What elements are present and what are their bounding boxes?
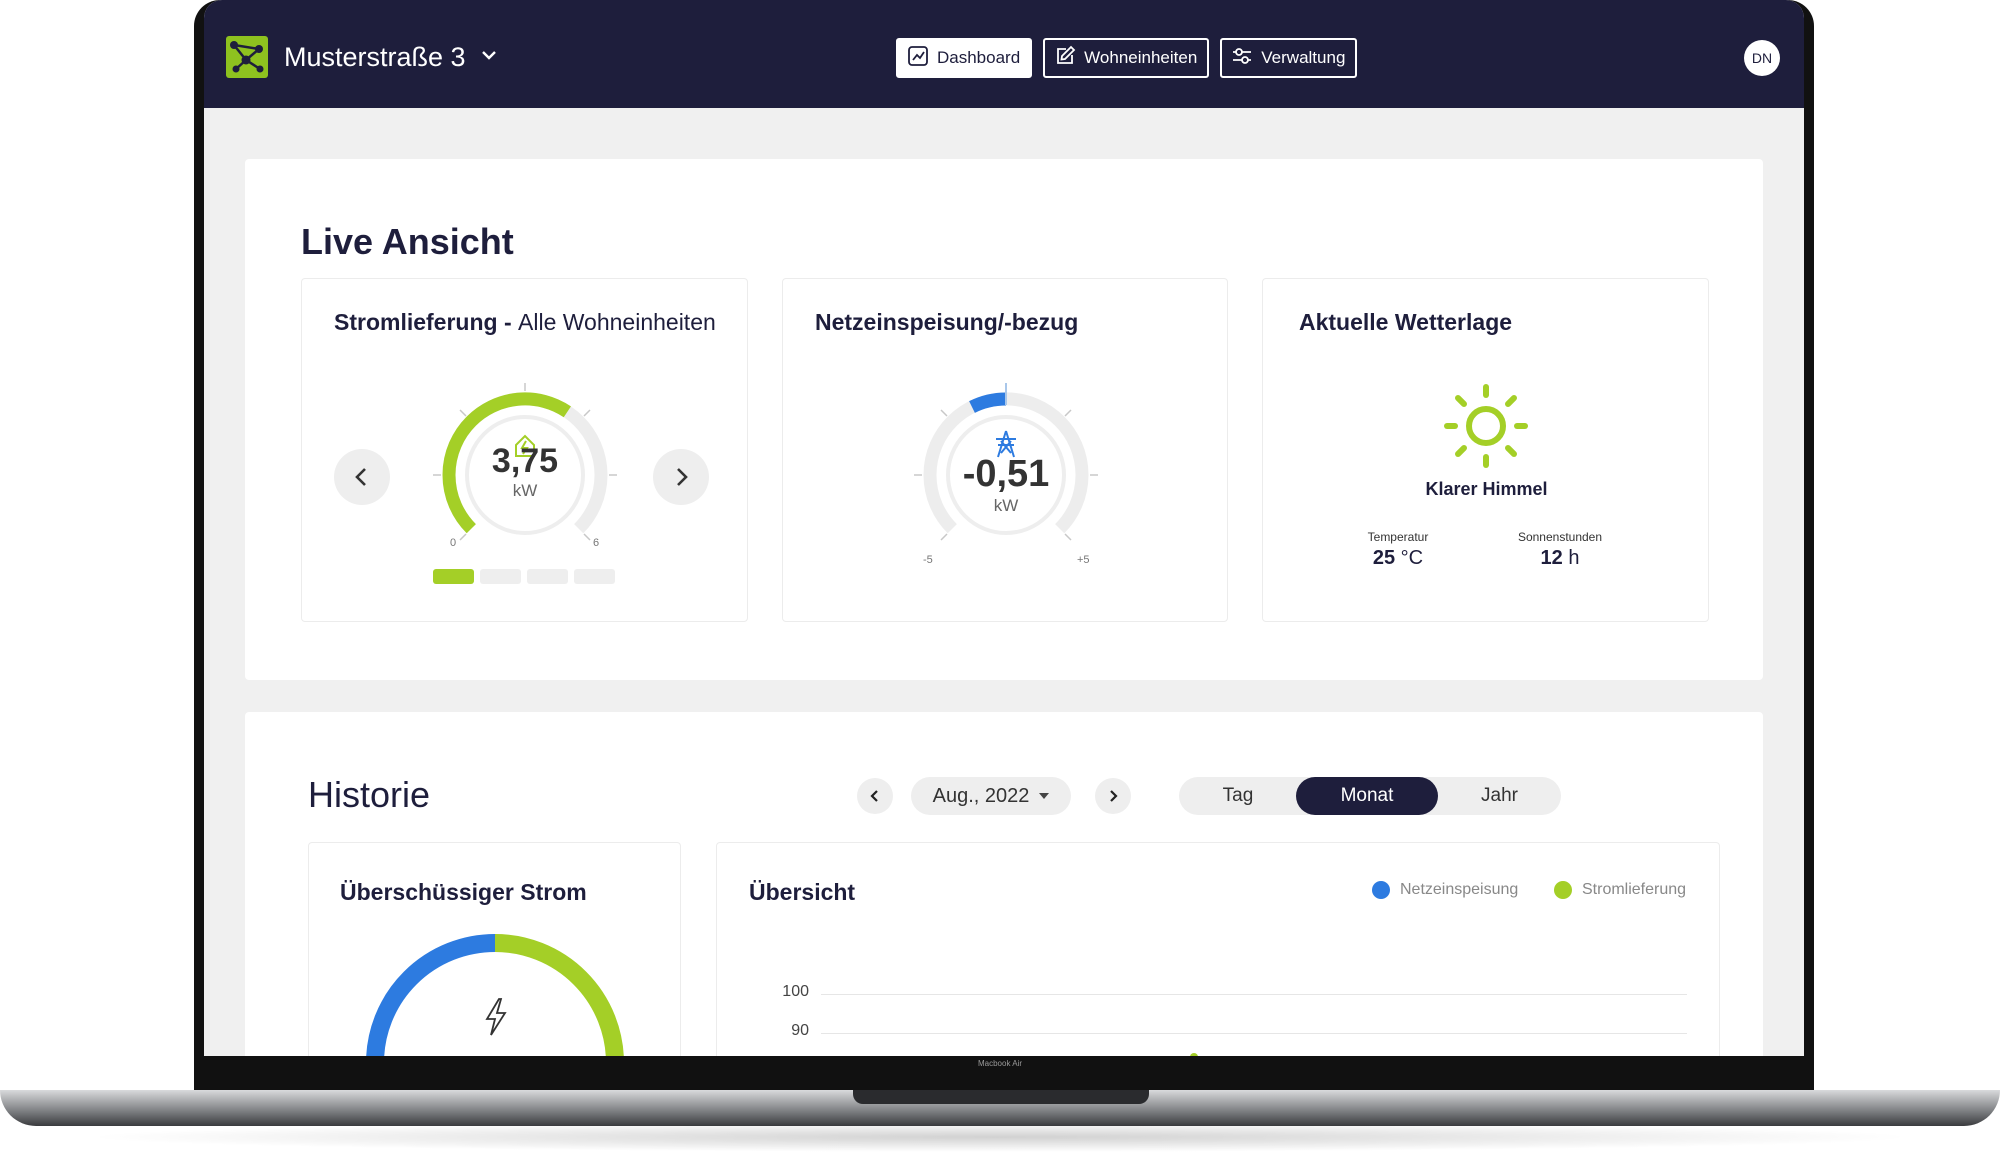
sun-hours-label: Sonnenstunden [1517,530,1603,544]
grid-unit: kW [993,496,1019,515]
live-title: Live Ansicht [301,221,514,262]
site-selector-label[interactable]: Musterstraße 3 [284,42,466,72]
chevron-down-icon[interactable] [478,44,500,66]
grid-card: Netzeinspeisung/-bezug [782,278,1228,622]
house-energy-icon [515,434,535,457]
sliders-icon [1231,45,1253,72]
lightning-icon [485,998,507,1036]
chart-bar[interactable] [1190,1053,1198,1056]
gauge-fill [969,392,1007,413]
y-tick-label: 90 [791,1022,809,1039]
overview-card: Übersicht Netzeinspeisung Stromlieferung… [716,842,1720,1056]
sun-hours-value: 12 h [1485,547,1635,570]
nav-dashboard-button[interactable]: Dashboard [896,38,1033,78]
power-tower-icon [996,430,1016,458]
temperature-label: Temperatur [1367,530,1429,544]
surplus-card: Überschüssiger Strom [308,842,681,1056]
weather-card: Aktuelle Wetterlage Klarer Himmel Temper… [1262,278,1709,622]
sun-hours-unit: h [1568,547,1580,569]
gridline [821,1033,1687,1034]
nav-wohneinheiten-button[interactable]: Wohneinheiten [1043,38,1210,78]
overview-title: Übersicht [749,879,856,905]
legend-item-stromlieferung[interactable]: Stromlieferung [1554,881,1686,899]
temperature-unit: °C [1400,547,1424,569]
next-unit-button[interactable] [653,449,709,505]
period-date-label: Aug., 2022 [932,784,1030,807]
weather-title: Aktuelle Wetterlage [1299,309,1513,335]
y-tick-label: 100 [782,983,809,1000]
donut-segment-netzeinspeisung [366,934,496,1056]
pagination-dot[interactable] [433,569,474,584]
chart-icon [907,45,929,72]
period-switch: Tag Monat Jahr [1179,777,1561,815]
grid-value: -0,51 [962,453,1050,495]
temperature-value: 25 °C [1323,547,1473,570]
pagination-dot[interactable] [480,569,521,584]
legend-label: Stromlieferung [1582,881,1687,898]
surplus-donut-chart [366,934,624,1056]
history-title: Historie [308,774,431,815]
caret-down-icon [1039,793,1050,799]
chevron-right-icon [677,468,688,486]
legend-swatch [1372,881,1390,899]
period-date-select[interactable]: Aug., 2022 [911,777,1071,815]
gauge-max-label: 6 [593,537,600,549]
legend-swatch [1554,881,1572,899]
nav-dashboard-label: Dashboard [937,48,1021,67]
power-supply-gauge [433,383,617,541]
power-supply-title-main: Stromlieferung - [334,309,519,335]
history-panel: Historie Aug., 2022 Tag Monat Jahr [245,712,1763,1056]
legend-label: Netzeinspeisung [1400,881,1519,898]
live-panel: Live Ansicht Stromlieferung - Alle Wohne… [245,159,1763,680]
previous-unit-button[interactable] [334,449,390,505]
power-supply-subtitle: Alle Wohneinheiten [518,309,716,335]
period-tab-monat[interactable]: Monat [1296,777,1438,815]
period-tab-tag[interactable]: Tag [1222,785,1254,806]
unit-pagination [433,569,615,584]
period-tab-jahr[interactable]: Jahr [1481,785,1518,806]
device-label: Macbook Air [977,1059,1023,1068]
temperature-number: 25 [1372,547,1396,569]
next-period-button[interactable] [1095,778,1131,814]
main-content: Live Ansicht Stromlieferung - Alle Wohne… [204,108,1804,1056]
laptop-notch [853,1090,1149,1104]
chevron-left-icon [870,790,878,802]
main-nav: Dashboard Wohneinheiten Verwaltung [896,38,1358,78]
gauge-max-label: +5 [1077,554,1090,566]
nav-verwaltung-label: Verwaltung [1261,48,1346,67]
power-supply-title: Stromlieferung - Alle Wohneinheiten [334,309,716,336]
grid-gauge [914,383,1098,541]
sun-icon [1444,384,1528,468]
grid-title: Netzeinspeisung/-bezug [815,309,1079,335]
sun-hours-number: 12 [1540,547,1563,569]
gridline [821,994,1687,995]
user-avatar[interactable]: DN [1744,40,1780,76]
laptop-shadow [80,1122,1920,1152]
top-navigation-bar: Musterstraße 3 Dashboard Wohneinheiten [204,0,1804,108]
legend-item-netzeinspeisung[interactable]: Netzeinspeisung [1372,881,1518,899]
power-supply-unit: kW [512,481,538,500]
nav-verwaltung-button[interactable]: Verwaltung [1220,38,1358,78]
donut-segment-stromlieferung [494,934,624,1056]
logo-icon[interactable] [226,36,268,78]
gauge-fill [442,392,608,534]
pagination-dot[interactable] [574,569,615,584]
weather-condition: Klarer Himmel [1425,479,1548,499]
pagination-dot[interactable] [527,569,568,584]
power-supply-value: 3,75 [491,442,559,480]
gauge-min-label: -5 [923,554,933,566]
surplus-title: Überschüssiger Strom [340,879,587,905]
previous-period-button[interactable] [857,778,893,814]
power-supply-card: Stromlieferung - Alle Wohneinheiten [301,278,748,622]
gauge-min-label: 0 [450,537,457,549]
edit-icon [1054,45,1076,72]
chevron-right-icon [1110,790,1118,802]
nav-wohneinheiten-label: Wohneinheiten [1084,48,1198,67]
app-screen: Musterstraße 3 Dashboard Wohneinheiten [204,0,1804,1056]
chevron-left-icon [355,468,366,486]
